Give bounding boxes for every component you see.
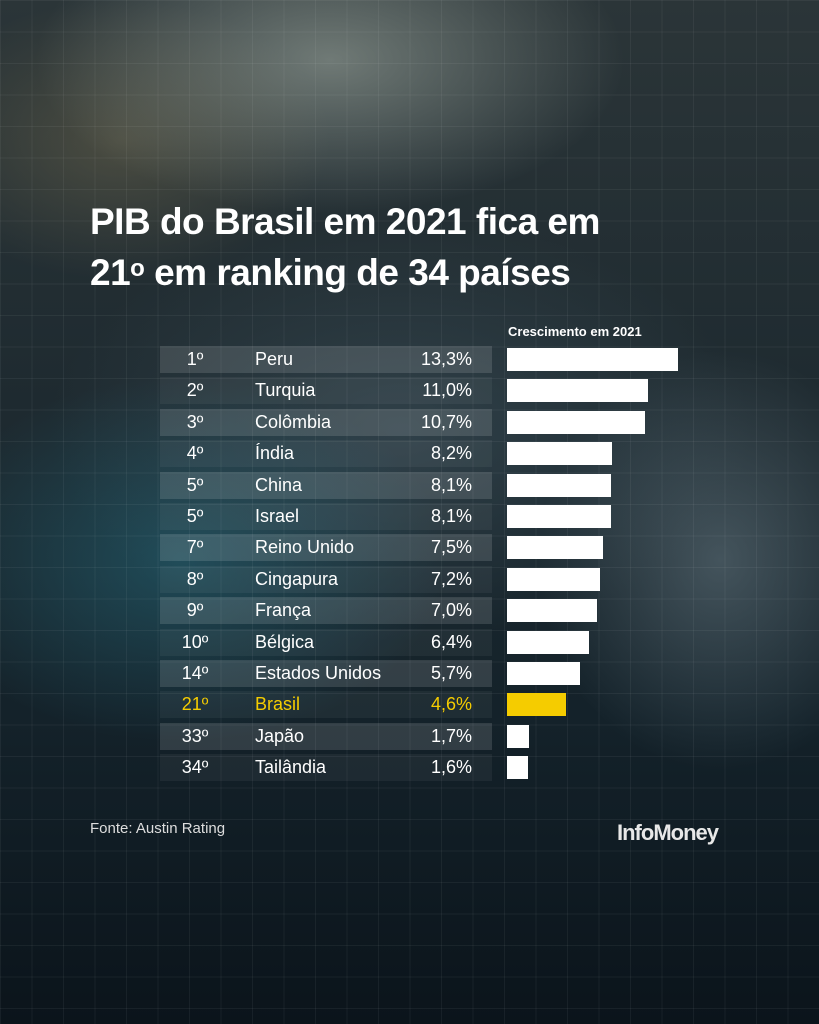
bar: [507, 536, 604, 560]
country-label: França: [255, 600, 312, 621]
value-label: 1,6%: [430, 757, 472, 778]
bar: [507, 724, 529, 748]
table-row: 8º Cingapura 7,2%: [160, 565, 492, 593]
table-row: 2º Turquia 11,0%: [160, 377, 492, 405]
value-label: 13,3%: [420, 349, 472, 369]
title-ordinal: o: [130, 255, 145, 282]
country-label: Bélgica: [255, 631, 315, 652]
country-label: Turquia: [255, 380, 316, 401]
value-label: 5,7%: [430, 663, 472, 683]
title-line-2: 21o em ranking de 34 países: [90, 247, 600, 298]
title-rest: em ranking de 34 países: [144, 252, 571, 293]
rank-label: 33º: [181, 725, 209, 746]
value-label: 8,1%: [430, 474, 472, 495]
table-row: 34º Tailândia 1,6%: [160, 754, 492, 782]
country-label: Brasil: [255, 694, 301, 715]
value-label: 11,0%: [422, 380, 472, 401]
value-label: 8,1%: [430, 506, 472, 526]
country-label: China: [255, 474, 303, 495]
value-label: 1,7%: [430, 725, 472, 746]
value-label: 10,7%: [420, 411, 472, 432]
country-label: Colômbia: [255, 411, 332, 432]
bar: [507, 599, 597, 623]
chart-title: PIB do Brasil em 2021 fica em 21o em ran…: [90, 196, 600, 298]
table-row: 10º Bélgica 6,4%: [160, 628, 492, 656]
table-row: 5º Israel 8,1%: [160, 503, 492, 530]
bar: [507, 473, 612, 497]
value-label: 7,0%: [430, 600, 472, 621]
value-label: 6,4%: [430, 631, 472, 652]
rank-label: 14º: [181, 663, 209, 683]
rank-label: 10º: [181, 631, 209, 652]
rank-label: 21º: [181, 694, 209, 715]
bar: [507, 662, 581, 685]
rank-label: 5º: [186, 474, 204, 495]
country-label: Japão: [255, 725, 305, 746]
country-label: Peru: [255, 349, 294, 369]
value-column-header: Crescimento em 2021: [508, 324, 642, 339]
rank-label: 5º: [186, 506, 204, 526]
table-row: 4º Índia 8,2%: [160, 440, 492, 468]
bar: [507, 756, 528, 780]
country-label: Reino Unido: [255, 537, 355, 558]
bar: [507, 505, 612, 528]
value-label: 7,2%: [430, 568, 472, 589]
table-row: 7º Reino Unido 7,5%: [160, 534, 492, 562]
table-row: 3º Colômbia 10,7%: [160, 408, 492, 436]
bar: [507, 348, 678, 371]
title-line-1: PIB do Brasil em 2021 fica em: [90, 201, 600, 242]
rank-label: 3º: [186, 411, 204, 432]
rank-label: 7º: [186, 537, 204, 558]
table-row: 1º Peru 13,3%: [160, 346, 492, 373]
title-rank: 21: [90, 252, 131, 293]
rank-label: 1º: [186, 349, 204, 369]
country-label: Estados Unidos: [255, 663, 382, 683]
bar: [507, 442, 613, 466]
country-label: Índia: [255, 443, 295, 464]
bar: [507, 567, 600, 591]
table-row: 14º Estados Unidos 5,7%: [160, 660, 492, 687]
rank-label: 2º: [186, 380, 204, 401]
value-label: 4,6%: [430, 694, 472, 715]
source-note: Fonte: Austin Rating: [90, 820, 226, 837]
rank-label: 8º: [186, 568, 204, 589]
table-row: 33º Japão 1,7%: [160, 722, 492, 750]
bar: [507, 630, 590, 654]
value-label: 8,2%: [430, 443, 472, 464]
bar: [507, 410, 645, 434]
rank-label: 34º: [181, 757, 209, 778]
infomoney-logo: InfoMoney: [617, 820, 719, 845]
country-label: Tailândia: [255, 757, 327, 778]
country-label: Cingapura: [255, 568, 339, 589]
country-label: Israel: [255, 506, 300, 526]
table-row: 5º China 8,1%: [160, 471, 492, 499]
table-row: 21º Brasil 4,6%: [160, 691, 492, 719]
bar: [507, 379, 649, 403]
table-row: 9º França 7,0%: [160, 597, 492, 625]
rank-label: 4º: [186, 443, 204, 464]
rank-label: 9º: [186, 600, 204, 621]
bar: [507, 693, 567, 717]
value-label: 7,5%: [430, 537, 472, 558]
